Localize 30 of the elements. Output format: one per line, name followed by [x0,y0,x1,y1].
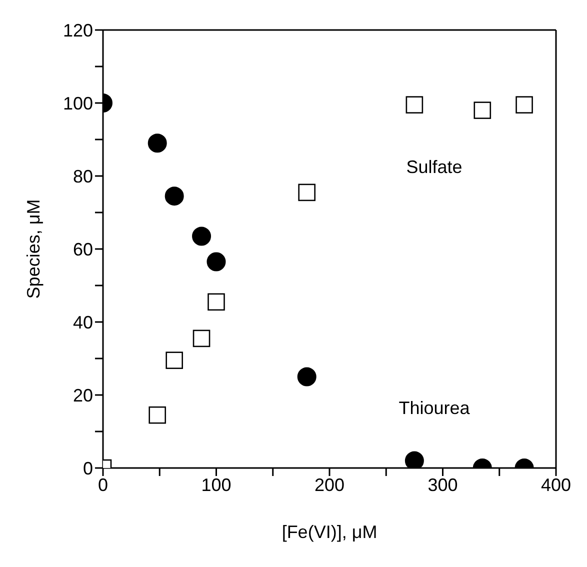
text: Sulfate [406,156,462,177]
point [297,367,316,386]
text: Thiourea [398,398,471,418]
point [164,186,184,206]
point [166,352,183,369]
point [298,184,316,202]
x-tick-label: 300 [428,474,458,495]
point [206,252,226,272]
y-tick-label: 120 [62,20,93,40]
point [192,330,210,348]
y-tick-label: 40 [72,312,93,332]
point [406,96,424,114]
point [516,96,533,114]
y-tick-label: 100 [62,93,93,114]
y-axis-title: Species, μM [23,199,44,299]
x-axis-title: [Fe(VI)], μM [282,522,378,542]
y-tick-label: 60 [72,239,93,260]
y-tick-label: 0 [82,458,93,478]
x-tick-label: 100 [201,474,232,495]
y-tick-label: 80 [72,166,93,186]
point [404,451,424,468]
point [474,102,492,119]
point [148,134,167,153]
point [148,406,166,424]
x-tick-label: 400 [540,474,572,495]
point [208,293,225,311]
x-tick-label: 200 [314,474,345,495]
point [192,226,212,246]
x-tick-label: 0 [98,474,108,495]
y-tick-label: 20 [72,385,93,406]
